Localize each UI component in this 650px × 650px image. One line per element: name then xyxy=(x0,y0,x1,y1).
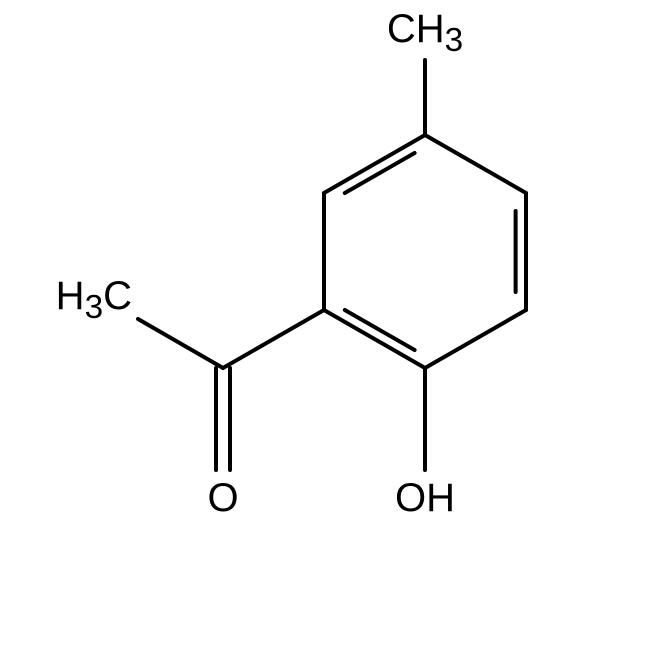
atom-label-O_ketone: O xyxy=(207,478,238,518)
atom-label-OH: OH xyxy=(395,478,455,518)
atom-label-H3C_left: H3C xyxy=(56,276,132,324)
molecule-canvas: CH3 H3C O OH xyxy=(0,0,650,650)
atom-label-CH3_top: CH3 xyxy=(387,9,463,57)
